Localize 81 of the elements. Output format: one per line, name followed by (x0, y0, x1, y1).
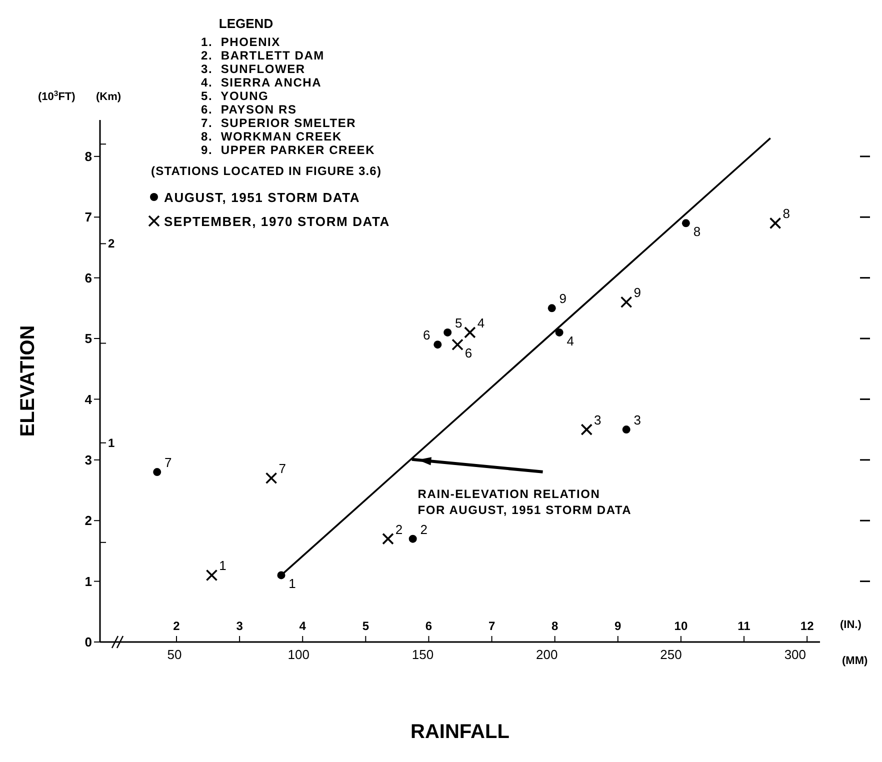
annotation: 8 (782, 206, 790, 222)
annotation: 9 (559, 291, 566, 306)
y2-axis-title: (Km) (96, 91, 122, 103)
annotation: (STATIONS LOCATED IN FIGURE 3.6) (151, 164, 382, 178)
y-tick-label: 0 (84, 634, 92, 650)
y-tick-label: 2 (84, 513, 92, 528)
text: 1. PHOENIX (201, 35, 280, 49)
y-axis-title: ELEVATION (17, 325, 39, 437)
point (408, 534, 417, 543)
point (682, 219, 690, 228)
text: 6. PAYSON RS (201, 102, 297, 116)
x-tick-label: 100 (288, 647, 310, 662)
text: 4. SIERRA ANCHA (201, 76, 322, 90)
x-tick-label: 250 (660, 647, 682, 662)
annotation: 7 (278, 461, 286, 476)
y-tick-label: 8 (84, 149, 92, 164)
x2-tick-label: 3 (236, 619, 244, 633)
point (452, 338, 464, 350)
y-tick-label: 3 (84, 452, 92, 468)
x2-tick-label: 8 (551, 619, 558, 633)
annotation: 6 (423, 328, 430, 343)
x-tick-label: 300 (784, 647, 806, 662)
annotation: 2 (420, 522, 428, 537)
point (548, 304, 556, 312)
annotation: 3 (594, 412, 602, 428)
x2-tick-label: 2 (173, 619, 180, 633)
annotation: 5 (454, 315, 462, 330)
text: 5. YOUNG (201, 89, 269, 103)
y-tick-label: 7 (84, 210, 92, 225)
x-tick-label: 50 (167, 647, 182, 662)
x2-tick-label: 11 (738, 619, 751, 633)
y-tick-label: 4 (84, 392, 93, 407)
x-tick-label: 150 (412, 647, 434, 662)
y-tick-label: 6 (84, 270, 92, 286)
annotation: 4 (566, 333, 574, 348)
annotation: 1 (288, 576, 296, 592)
x2-tick-label: 10 (674, 619, 688, 633)
annotation: 6 (464, 346, 472, 361)
point (555, 328, 564, 336)
x2-tick-label: 9 (614, 619, 622, 633)
point (265, 472, 278, 484)
annotation: 1 (219, 558, 226, 574)
x2-tick-label: 5 (362, 619, 370, 633)
point (580, 424, 593, 436)
annotation: 2 (395, 522, 403, 537)
annotation: RAIN-ELEVATION RELATION FOR AUGUST, 1951 STORM DATA (418, 486, 632, 517)
annotation: 9 (634, 285, 641, 300)
x2-axis-title: (IN.) (840, 619, 862, 631)
annotation: 8. WORKMAN CREEK (201, 130, 342, 144)
text: (MM) (842, 655, 868, 667)
point (620, 296, 632, 308)
x-tick-label: 200 (536, 647, 558, 662)
legend-title: LEGEND (218, 16, 274, 31)
legend-label: AUGUST, 1951 STORM DATA (164, 190, 360, 205)
point (769, 217, 782, 230)
point (464, 326, 476, 338)
x2-tick-label: 7 (488, 619, 496, 633)
annotation: 9. UPPER PARKER CREEK (201, 143, 376, 157)
point (206, 569, 218, 582)
annotation: 7 (164, 455, 172, 470)
x-axis-title: RAINFALL (410, 721, 510, 743)
point (622, 426, 630, 434)
x2-tick-label: 6 (425, 619, 432, 633)
annotation: 3 (634, 412, 641, 428)
point (444, 328, 452, 336)
y-tick-label: 1 (84, 574, 92, 589)
point (434, 340, 442, 349)
y2-tick-label: 2 (108, 236, 115, 251)
text: (10$^{3}$FT) (38, 88, 76, 103)
annotation: 8 (693, 224, 701, 240)
x2-tick-label: 4 (299, 619, 306, 633)
text: 3. SUNFLOWER (201, 62, 306, 76)
text: 2. BARTLETT DAM (201, 48, 324, 62)
point (382, 532, 394, 545)
point (153, 468, 162, 476)
x2-tick-label: 12 (800, 619, 814, 633)
y2-tick-label: 1 (108, 436, 115, 450)
y-tick-label: 5 (84, 331, 92, 346)
annotation: 4 (477, 315, 485, 330)
annotation: 7. SUPERIOR SMELTER (201, 116, 356, 130)
legend-label: SEPTEMBER, 1970 STORM DATA (164, 214, 390, 229)
